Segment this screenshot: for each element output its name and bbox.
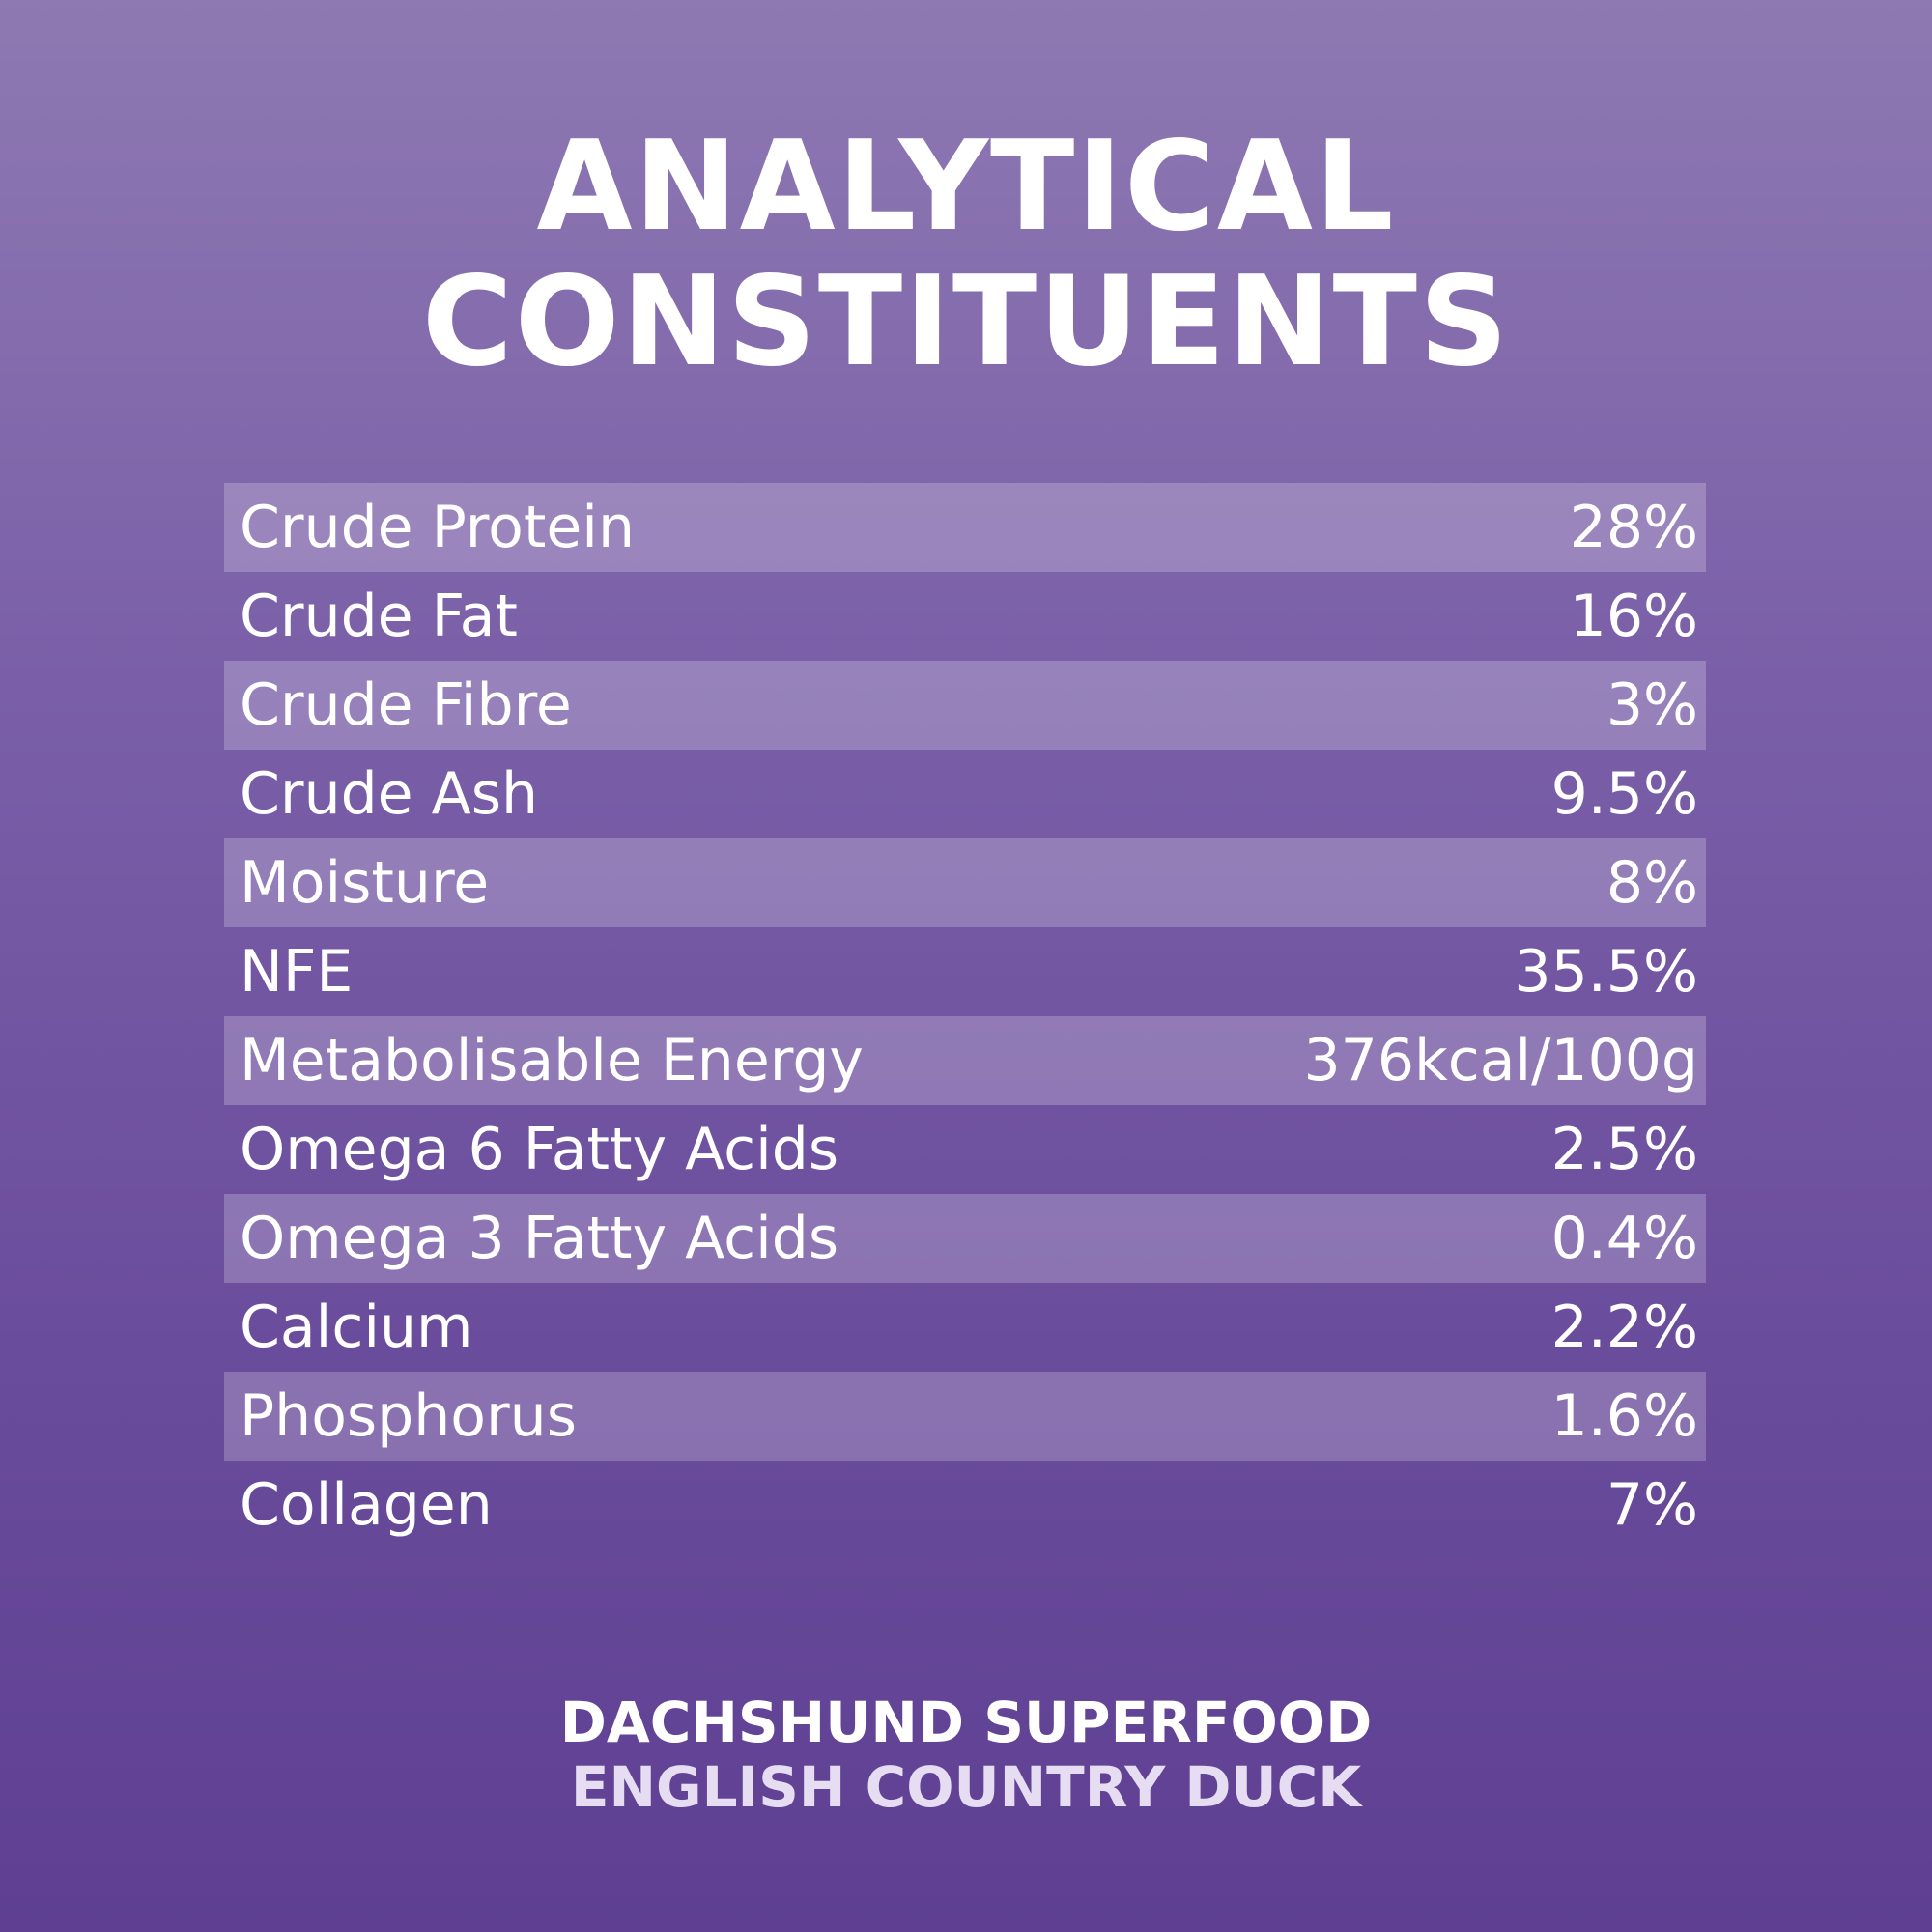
table-row: Phosphorus 1.6% bbox=[224, 1372, 1706, 1461]
row-label: Crude Ash bbox=[240, 760, 538, 828]
table-row: Calcium 2.2% bbox=[224, 1283, 1706, 1372]
row-label: Calcium bbox=[240, 1293, 473, 1361]
brand-name: DACHSHUND SUPERFOOD bbox=[559, 1690, 1373, 1755]
constituents-table: Crude Protein 28% Crude Fat 16% Crude Fi… bbox=[224, 483, 1706, 1549]
table-row: Crude Ash 9.5% bbox=[224, 750, 1706, 838]
table-row: Crude Fibre 3% bbox=[224, 661, 1706, 750]
row-label: Omega 3 Fatty Acids bbox=[240, 1205, 839, 1272]
row-value: 2.5% bbox=[1550, 1116, 1698, 1183]
product-footer: DACHSHUND SUPERFOOD ENGLISH COUNTRY DUCK bbox=[0, 1690, 1932, 1819]
row-value: 1.6% bbox=[1550, 1382, 1698, 1450]
row-value: 8% bbox=[1605, 849, 1698, 917]
table-row: Moisture 8% bbox=[224, 838, 1706, 927]
row-label: Phosphorus bbox=[240, 1382, 577, 1450]
row-value: 2.2% bbox=[1550, 1293, 1698, 1361]
row-label: Moisture bbox=[240, 849, 490, 917]
table-row: Omega 6 Fatty Acids 2.5% bbox=[224, 1105, 1706, 1194]
title-line-2: CONSTITUENTS bbox=[421, 250, 1511, 394]
row-label: Collagen bbox=[240, 1471, 493, 1539]
row-value: 9.5% bbox=[1550, 760, 1698, 828]
page-title: ANALYTICAL CONSTITUENTS bbox=[0, 126, 1932, 384]
product-name: ENGLISH COUNTRY DUCK bbox=[570, 1753, 1362, 1820]
row-value: 3% bbox=[1605, 671, 1698, 739]
table-row: Crude Protein 28% bbox=[224, 483, 1706, 572]
row-label: Crude Fat bbox=[240, 582, 518, 650]
table-row: Metabolisable Energy 376kcal/100g bbox=[224, 1016, 1706, 1105]
row-value: 35.5% bbox=[1514, 938, 1698, 1006]
row-value: 0.4% bbox=[1550, 1205, 1698, 1272]
table-row: Collagen 7% bbox=[224, 1461, 1706, 1549]
table-row: NFE 35.5% bbox=[224, 927, 1706, 1016]
row-value: 376kcal/100g bbox=[1303, 1027, 1698, 1094]
row-value: 28% bbox=[1569, 494, 1698, 561]
title-line-1: ANALYTICAL bbox=[536, 115, 1396, 259]
row-value: 7% bbox=[1605, 1471, 1698, 1539]
row-label: Omega 6 Fatty Acids bbox=[240, 1116, 839, 1183]
row-value: 16% bbox=[1569, 582, 1698, 650]
row-label: Crude Fibre bbox=[240, 671, 572, 739]
row-label: Metabolisable Energy bbox=[240, 1027, 864, 1094]
table-row: Omega 3 Fatty Acids 0.4% bbox=[224, 1194, 1706, 1283]
row-label: NFE bbox=[240, 938, 354, 1006]
table-row: Crude Fat 16% bbox=[224, 572, 1706, 661]
row-label: Crude Protein bbox=[240, 494, 635, 561]
